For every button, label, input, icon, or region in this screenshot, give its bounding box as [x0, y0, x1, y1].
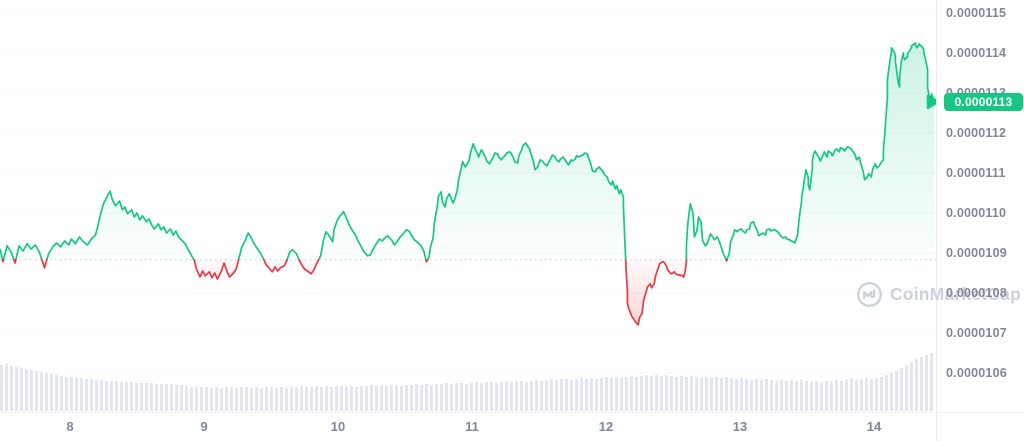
x-tick-label: 12: [598, 419, 614, 434]
volume-bars: [0, 353, 933, 411]
y-tick-label: 0.0000111: [946, 166, 1006, 180]
y-tick-label: 0.0000107: [946, 326, 1007, 340]
price-line-down: [1, 258, 728, 326]
current-price-badge: 0.0000113: [944, 93, 1023, 111]
current-price-marker: [926, 94, 936, 110]
y-tick-label: 0.0000112: [946, 126, 1007, 140]
x-tick-label: 10: [330, 419, 346, 434]
y-tick-label: 0.0000109: [946, 246, 1007, 260]
price-area-down: [0, 259, 935, 325]
x-tick-label: 8: [66, 419, 74, 434]
x-tick-label: 14: [866, 419, 882, 434]
y-tick-label: 0.0000110: [946, 206, 1007, 220]
current-price-value: 0.0000113: [954, 95, 1013, 109]
y-tick-label: 0.0000114: [946, 46, 1007, 60]
y-tick-label: 0.0000106: [946, 366, 1007, 380]
x-tick-label: 11: [465, 419, 479, 434]
y-tick-label: 0.0000115: [946, 6, 1007, 20]
y-axis-line: [936, 0, 937, 441]
y-tick-label: 0.0000108: [946, 286, 1007, 300]
x-tick-label: 9: [200, 419, 208, 434]
x-tick-label: 13: [732, 419, 748, 434]
price-area-up: [0, 43, 935, 260]
price-chart-canvas[interactable]: [0, 0, 936, 412]
price-line-up: [0, 42, 936, 261]
chart-bottom-separator: [0, 412, 1024, 413]
